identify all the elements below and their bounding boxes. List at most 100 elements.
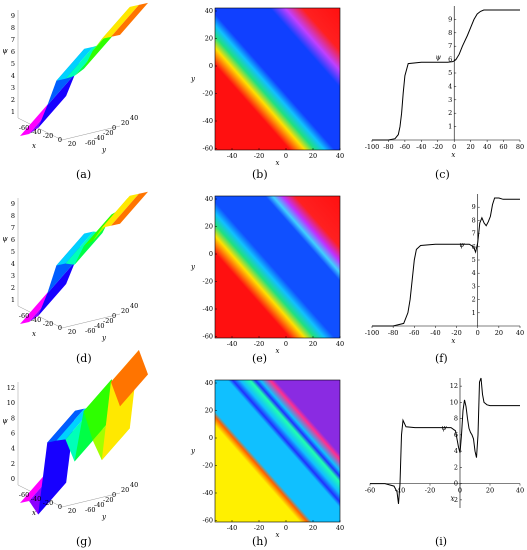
caption-e: (e) bbox=[252, 352, 268, 365]
y-tick-label: 8 bbox=[472, 216, 476, 224]
y-tick-label: -2 bbox=[452, 496, 458, 504]
y-tick-label: 20 bbox=[121, 119, 129, 127]
y-tick-label: -60 bbox=[85, 327, 95, 335]
x-tick-label: 20 bbox=[68, 507, 76, 515]
plot-frame bbox=[214, 379, 341, 523]
y-tick-label: 1 bbox=[472, 309, 476, 317]
x-tick-label: 40 bbox=[516, 487, 524, 495]
y-tick-label: -60 bbox=[203, 333, 213, 341]
y-axis-label: y bbox=[190, 447, 196, 455]
y-tick-label: 40 bbox=[130, 114, 138, 122]
x-tick-label: -80 bbox=[388, 329, 398, 337]
x-tick-label: 20 bbox=[495, 329, 503, 337]
y-tick-label: 7 bbox=[448, 42, 452, 50]
y-tick-label: -40 bbox=[203, 305, 213, 313]
y-tick-label: 6 bbox=[448, 56, 452, 64]
x-tick-label: -40 bbox=[31, 316, 41, 324]
y-tick-label: 40 bbox=[205, 7, 213, 15]
x-tick-label: -100 bbox=[365, 143, 380, 151]
x-tick-label: 60 bbox=[499, 143, 507, 151]
x-tick-label: -40 bbox=[227, 152, 237, 160]
line-plot-c: -100 -80 -60 -40 -20 0 20 40 60 80 1 2 3 4 5 6 7 8 9 x ψ bbox=[365, 6, 524, 159]
x-tick-label: -60 bbox=[19, 312, 29, 320]
y-axis-label: y bbox=[101, 146, 107, 154]
y-tick-label: 1 bbox=[448, 123, 452, 131]
z-tick-label: 3 bbox=[11, 272, 15, 280]
x-tick-label: 0 bbox=[58, 503, 62, 511]
y-tick-label: 4 bbox=[448, 82, 452, 90]
x-tick-label: -20 bbox=[451, 329, 461, 337]
y-tick-label: 20 bbox=[121, 486, 129, 494]
y-tick-label: 0 bbox=[112, 124, 116, 132]
x-tick-label: -20 bbox=[43, 132, 53, 140]
z-tick-label: 7 bbox=[11, 36, 15, 44]
x-axis-label: x bbox=[451, 337, 455, 345]
psi-axis-label: ψ bbox=[2, 417, 8, 425]
psi-axis-label: ψ bbox=[2, 47, 8, 55]
z-tick-label: 4 bbox=[11, 445, 15, 453]
y-tick-label: 20 bbox=[205, 35, 213, 43]
z-tick-label: 4 bbox=[11, 72, 15, 80]
x-tick-label: 20 bbox=[309, 340, 317, 348]
x-axis-label: x bbox=[32, 330, 36, 338]
y-tick-label: 0 bbox=[209, 250, 213, 258]
x-tick-label: 20 bbox=[467, 143, 475, 151]
x-tick-label: -100 bbox=[365, 329, 380, 337]
y-tick-label: 2 bbox=[454, 463, 458, 471]
x-tick-label: -20 bbox=[43, 320, 53, 328]
surface-strip bbox=[110, 191, 148, 226]
z-tick-label: 0 bbox=[11, 475, 15, 483]
x-tick-label: -20 bbox=[254, 340, 264, 348]
panel-a-3d-surface: 1 2 3 4 5 6 7 8 9 ψ -60 -40 -20 0 20 x 40 20 0 -20 -40 -60 y bbox=[0, 0, 175, 170]
y-tick-label: 40 bbox=[130, 481, 138, 489]
z-tick-label: 2 bbox=[11, 96, 15, 104]
panel-e-density: -40 -20 0 20 40 40 20 0 -20 -40 -60 x y bbox=[175, 188, 350, 358]
y-tick-label: -40 bbox=[94, 501, 104, 509]
y-tick-label: -40 bbox=[203, 117, 213, 125]
x-tick-label: 20 bbox=[309, 524, 317, 532]
x-tick-label: -60 bbox=[409, 329, 419, 337]
x-tick-label: 0 bbox=[284, 524, 288, 532]
density-field bbox=[215, 196, 340, 338]
psi-curve bbox=[372, 197, 520, 327]
y-axis-label: y bbox=[190, 75, 196, 83]
plot-frame bbox=[214, 7, 341, 151]
surface-strip bbox=[101, 193, 139, 228]
y-tick-label: -40 bbox=[94, 322, 104, 330]
x-tick-label: -40 bbox=[416, 143, 426, 151]
y-tick-label: -20 bbox=[103, 317, 113, 325]
density-plot-b: -40 -20 0 20 40 40 20 0 -20 -40 -60 x y bbox=[190, 7, 344, 167]
z-tick-label: 3 bbox=[11, 84, 15, 92]
panel-d-3d-surface: 1 2 3 4 5 6 7 8 9 ψ -60 -40 -20 0 20 x 40 20 0 -20 -40 -60 y bbox=[0, 188, 175, 358]
y-tick-label: 0 bbox=[209, 62, 213, 70]
y-tick-label: 0 bbox=[209, 434, 213, 442]
y-tick-label: 5 bbox=[472, 256, 476, 264]
caption-a: (a) bbox=[76, 168, 92, 181]
x-tick-label: -60 bbox=[19, 491, 29, 499]
z-tick-label: 9 bbox=[11, 12, 15, 20]
y-tick-label: -20 bbox=[203, 90, 213, 98]
surface-strip bbox=[110, 350, 148, 407]
caption-i: (i) bbox=[435, 535, 448, 548]
y-tick-label: 40 bbox=[205, 195, 213, 203]
x-tick-label: 0 bbox=[458, 487, 462, 495]
x-tick-label: -20 bbox=[43, 499, 53, 507]
x-tick-label: 0 bbox=[452, 143, 456, 151]
surface-strip bbox=[38, 261, 76, 316]
surface-strip bbox=[38, 73, 76, 128]
z-tick-label: 2 bbox=[11, 460, 15, 468]
z-tick-label: 7 bbox=[11, 224, 15, 232]
surface-strip bbox=[56, 46, 94, 81]
y-tick-label: 20 bbox=[205, 223, 213, 231]
x-tick-label: 20 bbox=[68, 140, 76, 148]
y-tick-label: 0 bbox=[454, 480, 458, 488]
x-tick-label: -80 bbox=[383, 143, 393, 151]
z-tick-label: 9 bbox=[11, 200, 15, 208]
x-tick-label: -60 bbox=[400, 143, 410, 151]
y-tick-label: 0 bbox=[112, 491, 116, 499]
caption-g: (g) bbox=[76, 535, 92, 548]
x-tick-label: 40 bbox=[516, 329, 524, 337]
